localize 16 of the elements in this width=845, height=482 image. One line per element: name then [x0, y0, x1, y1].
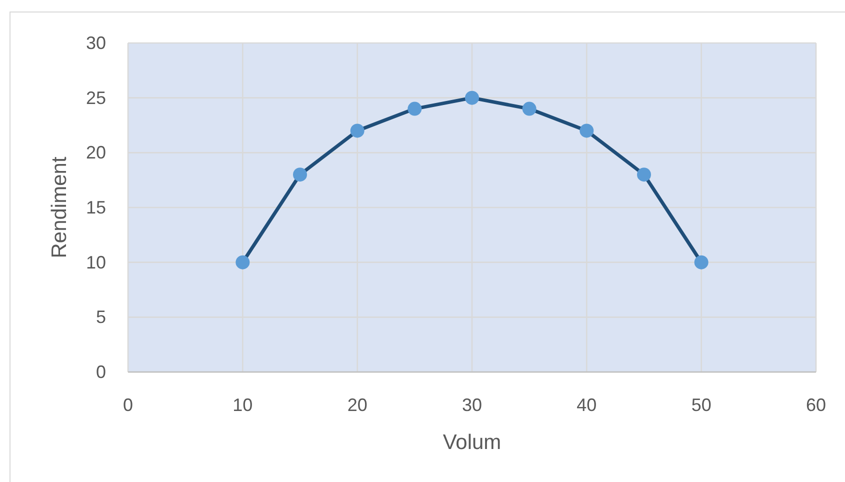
y-tick-label: 25 [86, 88, 106, 108]
y-tick-label: 20 [86, 142, 106, 163]
x-tick-label: 10 [232, 395, 253, 415]
y-axis-title: Rendiment [48, 156, 71, 258]
x-tick-label: 40 [576, 395, 597, 415]
y-tick-label: 5 [96, 307, 106, 328]
x-tick-label: 0 [122, 395, 134, 415]
y-tick-label: 0 [96, 362, 106, 382]
y-tick-label: 30 [86, 33, 106, 53]
x-tick-label: 60 [806, 395, 826, 415]
x-tick-label: 20 [347, 395, 368, 415]
y-tick-label: 15 [86, 198, 106, 218]
x-tick-label: 30 [462, 395, 482, 415]
y-tick-label: 10 [86, 252, 106, 272]
x-axis-title: Volum [442, 431, 502, 454]
x-tick-label: 50 [691, 395, 712, 415]
